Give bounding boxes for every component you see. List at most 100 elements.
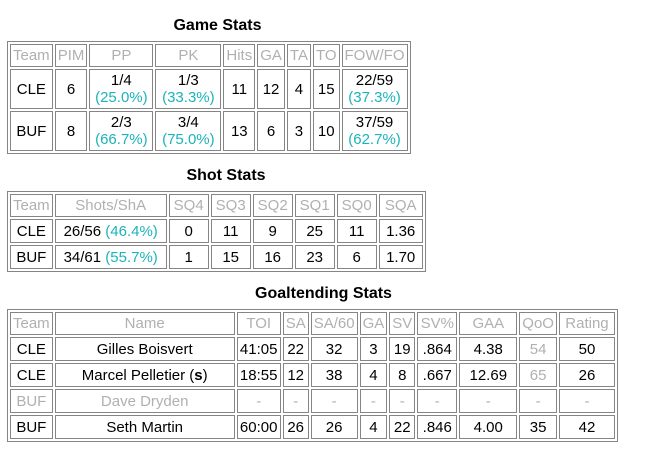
- cell-sv: -: [389, 389, 416, 413]
- table-row: CLE 6 1/4 (25.0%) 1/3 (33.3%) 11 12 4 15 2…: [10, 69, 408, 109]
- col-header-team: Team: [10, 312, 53, 335]
- col-header-rating: Rating: [558, 312, 615, 335]
- cell-goalie-name: Dave Dryden: [54, 389, 235, 413]
- cell-sa: 22: [282, 337, 309, 361]
- game-stats-header-row: Team PIM PP PK Hits GA TA TO FOW/FO: [10, 44, 408, 67]
- goaltending-header-row: Team Name TOI SA SA/60 GA SV SV% GAA QoO…: [10, 312, 615, 335]
- col-header-pp: PP: [89, 44, 154, 67]
- col-header-ga: GA: [359, 312, 388, 335]
- cell-ta: 3: [286, 111, 311, 151]
- cell-sa: 12: [282, 363, 309, 387]
- cell-team: BUF: [10, 111, 53, 151]
- cell-toi: 41:05: [236, 337, 281, 361]
- cell-sq4: 1: [168, 245, 209, 269]
- cell-sq2: 16: [252, 245, 293, 269]
- col-header-sq3: SQ3: [210, 194, 251, 217]
- cell-rating: 26: [558, 363, 615, 387]
- cell-qoo: 65: [519, 363, 557, 387]
- cell-sqa: 1.36: [378, 219, 423, 243]
- cell-gaa: 4.00: [459, 415, 518, 439]
- col-header-team: Team: [10, 44, 53, 67]
- cell-sq1: 23: [294, 245, 335, 269]
- shot-stats-section: Shot Stats Team Shots/ShA SQ4 SQ3 SQ2 SQ…: [7, 167, 445, 272]
- cell-sq1: 25: [294, 219, 335, 243]
- col-header-sa: SA: [282, 312, 309, 335]
- table-row: CLE Gilles Boisvert 41:05 22 32 3 19 .86…: [10, 337, 615, 361]
- cell-to: 10: [312, 111, 340, 151]
- game-stats-title: Game Stats: [173, 17, 262, 34]
- cell-sq3: 11: [210, 219, 251, 243]
- col-header-sqa: SQA: [378, 194, 423, 217]
- table-row: CLE Marcel Pelletier (s) 18:55 12 38 4 8…: [10, 363, 615, 387]
- cell-sa60: 32: [310, 337, 358, 361]
- cell-team: CLE: [10, 219, 53, 243]
- cell-sa60: -: [310, 389, 358, 413]
- cell-pim: 8: [54, 111, 88, 151]
- shot-stats-table: Team Shots/ShA SQ4 SQ3 SQ2 SQ1 SQ0 SQA C…: [7, 191, 426, 272]
- cell-rating: -: [558, 389, 615, 413]
- col-header-shots: Shots/ShA: [54, 194, 167, 217]
- col-header-pk: PK: [155, 44, 222, 67]
- cell-ta: 4: [286, 69, 311, 109]
- table-row: BUF Seth Martin 60:00 26 26 4 22 .846 4.…: [10, 415, 615, 439]
- cell-svpct: .846: [417, 415, 458, 439]
- cell-pk: 3/4 (75.0%): [155, 111, 222, 151]
- cell-pp: 1/4 (25.0%): [89, 69, 154, 109]
- cell-rating: 42: [558, 415, 615, 439]
- cell-fowfo: 37/59 (62.7%): [341, 111, 408, 151]
- goaltending-stats-section: Goaltending Stats Team Name TOI SA SA/60…: [7, 285, 640, 442]
- cell-qoo: 35: [519, 415, 557, 439]
- cell-sq3: 15: [210, 245, 251, 269]
- cell-ga: -: [359, 389, 388, 413]
- goaltending-stats-table: Team Name TOI SA SA/60 GA SV SV% GAA QoO…: [7, 309, 618, 442]
- shot-stats-title: Shot Stats: [186, 167, 266, 184]
- col-header-qoo: QoO: [519, 312, 557, 335]
- cell-team: CLE: [10, 69, 53, 109]
- cell-pk: 1/3 (33.3%): [155, 69, 222, 109]
- cell-toi: 60:00: [236, 415, 281, 439]
- cell-shots: 34/61 (55.7%): [54, 245, 167, 269]
- cell-svpct: .667: [417, 363, 458, 387]
- col-header-sv: SV: [389, 312, 416, 335]
- cell-rating: 50: [558, 337, 615, 361]
- cell-sv: 8: [389, 363, 416, 387]
- game-stats-section: Game Stats Team PIM PP PK Hits GA TA TO …: [7, 17, 428, 154]
- col-header-sq4: SQ4: [168, 194, 209, 217]
- cell-toi: 18:55: [236, 363, 281, 387]
- col-header-sq1: SQ1: [294, 194, 335, 217]
- cell-ga: 4: [359, 363, 388, 387]
- cell-sa60: 38: [310, 363, 358, 387]
- cell-sa60: 26: [310, 415, 358, 439]
- table-row: BUF 8 2/3 (66.7%) 3/4 (75.0%) 13 6 3 10 37…: [10, 111, 408, 151]
- table-row: BUF Dave Dryden - - - - - - - - -: [10, 389, 615, 413]
- cell-svpct: -: [417, 389, 458, 413]
- col-header-hits: Hits: [223, 44, 256, 67]
- cell-sq2: 9: [252, 219, 293, 243]
- col-header-sa60: SA/60: [310, 312, 358, 335]
- game-stats-table: Team PIM PP PK Hits GA TA TO FOW/FO CLE …: [7, 41, 411, 154]
- cell-team: CLE: [10, 363, 53, 387]
- cell-team: BUF: [10, 389, 53, 413]
- col-header-name: Name: [54, 312, 235, 335]
- table-row: BUF 34/61 (55.7%) 1 15 16 23 6 1.70: [10, 245, 423, 269]
- col-header-to: TO: [312, 44, 340, 67]
- cell-gaa: -: [459, 389, 518, 413]
- col-header-svpct: SV%: [417, 312, 458, 335]
- cell-toi: -: [236, 389, 281, 413]
- cell-ga: 6: [257, 111, 285, 151]
- cell-sa: 26: [282, 415, 309, 439]
- cell-hits: 11: [223, 69, 256, 109]
- col-header-sq2: SQ2: [252, 194, 293, 217]
- goaltending-stats-title: Goaltending Stats: [255, 285, 392, 302]
- cell-ga: 3: [359, 337, 388, 361]
- cell-sv: 22: [389, 415, 416, 439]
- col-header-team: Team: [10, 194, 53, 217]
- cell-goalie-name: Gilles Boisvert: [54, 337, 235, 361]
- cell-fowfo: 22/59 (37.3%): [341, 69, 408, 109]
- cell-ga: 4: [359, 415, 388, 439]
- cell-ga: 12: [257, 69, 285, 109]
- cell-sa: -: [282, 389, 309, 413]
- col-header-sq0: SQ0: [336, 194, 377, 217]
- col-header-ga: GA: [257, 44, 285, 67]
- cell-gaa: 4.38: [459, 337, 518, 361]
